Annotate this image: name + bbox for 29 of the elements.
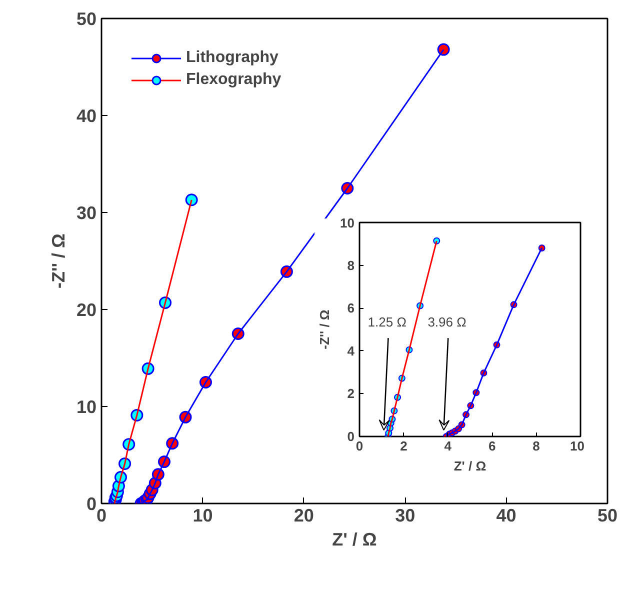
x-axis-title: Z' / Ω — [454, 458, 486, 474]
annotation: 1.25 Ω — [368, 314, 407, 330]
y-axis-title: -Z'' / Ω — [48, 234, 68, 288]
y-tick-label: 0 — [347, 429, 355, 444]
legend-label: Lithography — [186, 49, 278, 67]
x-tick-label: 8 — [532, 438, 540, 454]
x-tick-label: 40 — [496, 506, 516, 526]
x-tick-label: 30 — [395, 506, 416, 526]
y-tick-label: 10 — [340, 216, 355, 230]
annotation: 3.96 Ω — [428, 314, 467, 330]
y-tick-label: 4 — [347, 343, 356, 358]
y-tick-label: 30 — [76, 203, 97, 223]
x-tick-label: 50 — [597, 506, 618, 526]
x-tick-label: 10 — [570, 438, 585, 454]
y-tick-label: 10 — [76, 397, 97, 417]
x-tick-label: 2 — [400, 438, 408, 454]
x-tick-label: 4 — [444, 438, 452, 454]
y-tick-label: 2 — [347, 386, 355, 402]
y-tick-label: 40 — [76, 106, 97, 126]
x-tick-label: 10 — [192, 506, 213, 526]
y-tick-label: 50 — [76, 9, 97, 29]
x-tick-label: 20 — [294, 506, 314, 526]
y-axis-title: -Z'' / Ω — [317, 310, 332, 350]
legend-label: Flexography — [186, 71, 282, 89]
y-tick-label: 20 — [76, 300, 97, 320]
x-tick-label: 6 — [488, 438, 496, 454]
y-tick-label: 6 — [347, 300, 355, 316]
y-tick-label: 8 — [347, 258, 355, 273]
x-axis-title: Z' / Ω — [332, 530, 377, 550]
